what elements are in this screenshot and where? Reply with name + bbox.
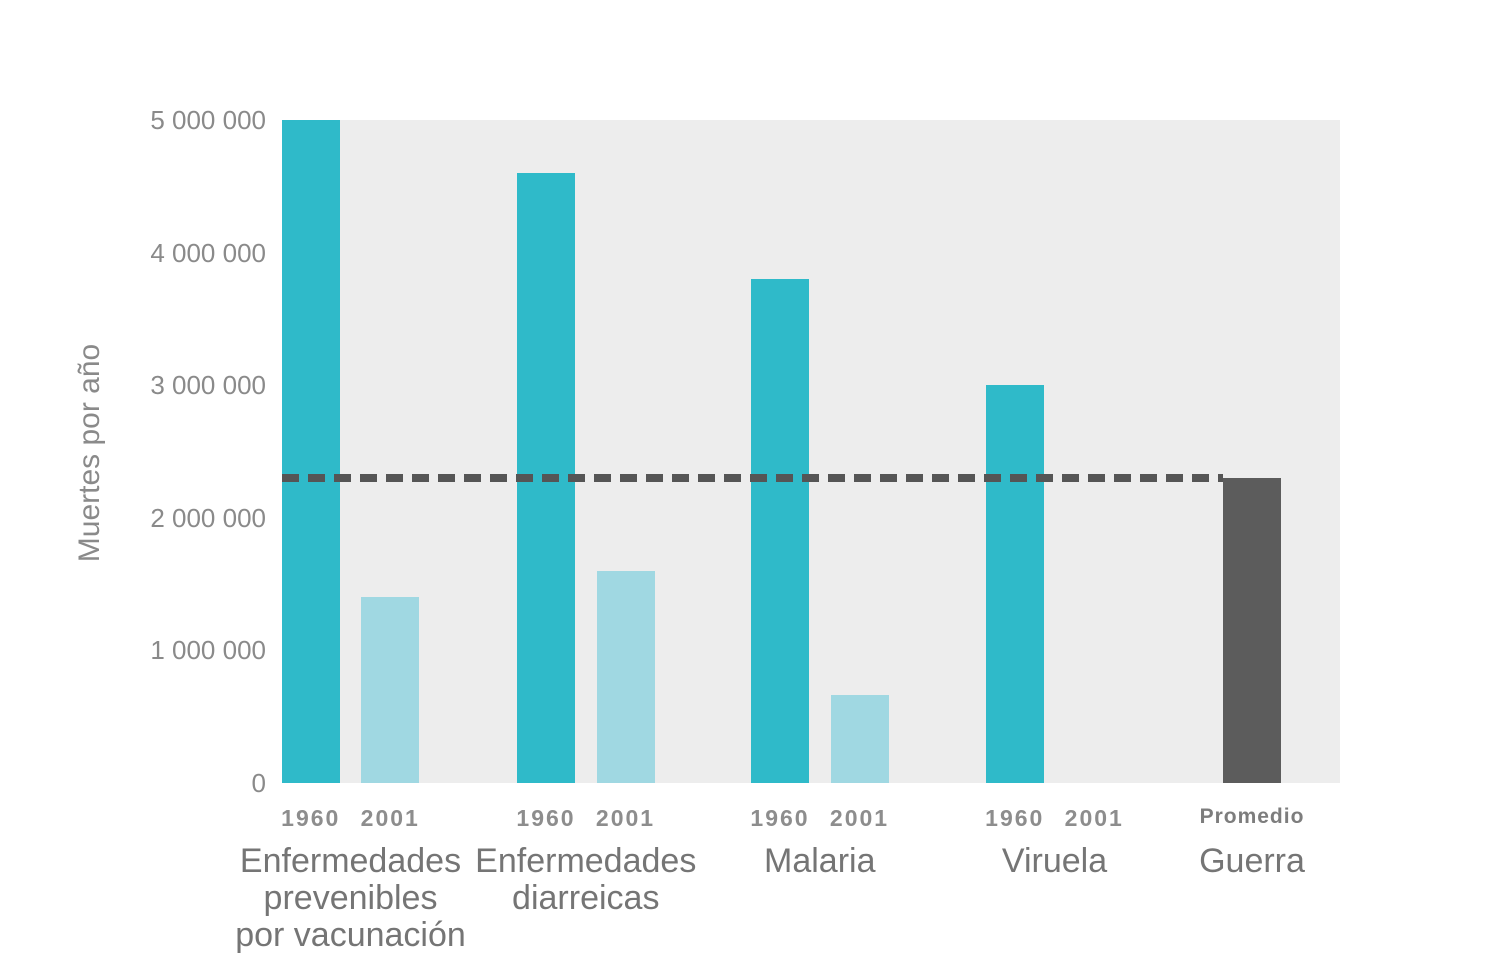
y-tick-label: 1 000 000 xyxy=(150,635,266,666)
category-label: Guerra xyxy=(1199,843,1305,880)
category-label: Enfermedades diarreicas xyxy=(475,843,696,917)
x-tick-label: 2001 xyxy=(1064,805,1124,831)
y-tick-label: 5 000 000 xyxy=(150,105,266,135)
category-label-line: Malaria xyxy=(764,842,876,880)
y-tick-label: 3 000 000 xyxy=(150,370,266,401)
category-label-line: Guerra xyxy=(1199,842,1305,880)
x-tick-label: 1960 xyxy=(516,805,576,831)
average-reference-dashed-line xyxy=(282,474,1223,483)
bar-enfermedades-2001 xyxy=(596,570,655,783)
bar-enfermedades-1960 xyxy=(281,120,340,783)
category-label-line: Viruela xyxy=(1001,842,1108,880)
y-tick-label: 0 xyxy=(251,768,266,798)
x-tick-label: 1960 xyxy=(750,805,810,831)
bar-malaria-1960 xyxy=(751,279,809,783)
y-tick-label: 4 000 000 xyxy=(150,237,266,268)
y-tick-label: 2 000 000 xyxy=(150,502,266,533)
bar-guerra-promedio xyxy=(1223,478,1281,783)
bar-viruela-1960 xyxy=(985,385,1044,783)
category-label: Enfermedades prevenibles por vacunación xyxy=(235,843,466,954)
x-tick-label: 1960 xyxy=(281,805,341,831)
x-tick-label: 2001 xyxy=(360,805,420,831)
x-tick-label: 1960 xyxy=(985,805,1045,831)
bar-malaria-2001 xyxy=(830,695,889,783)
x-tick-label: 2001 xyxy=(829,805,890,831)
category-label-line: Enfermedades xyxy=(239,842,462,880)
bar-enfermedades-2001 xyxy=(361,597,420,783)
category-label: Malaria xyxy=(764,843,875,880)
category-label-line: por vacunación xyxy=(235,916,466,954)
x-tick-label: Promedio xyxy=(1199,805,1305,828)
plot-area xyxy=(281,120,1340,783)
x-tick-label: 2001 xyxy=(595,805,656,831)
category-label-line: prevenibles xyxy=(263,879,438,917)
category-label: Viruela xyxy=(1002,843,1107,880)
category-label-line: diarreicas xyxy=(512,879,660,917)
category-label-line: Enfermedades xyxy=(475,842,697,880)
